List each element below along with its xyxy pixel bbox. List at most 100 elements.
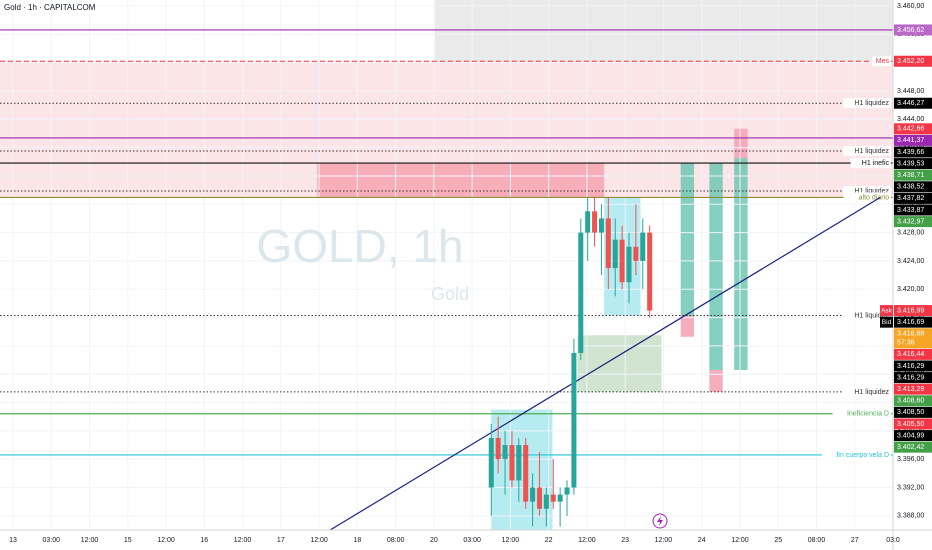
price-badge-label: 3.441,37	[897, 137, 924, 144]
level-label: H1 liquidez	[854, 188, 889, 195]
price-tag: Bid	[882, 319, 892, 326]
chart-title: Gold · 1h · CAPITALCOM	[4, 3, 96, 12]
level-label: alto diario	[859, 194, 889, 201]
price-badge-label: 3.433,87	[897, 207, 924, 214]
level-label-bg	[843, 386, 891, 397]
candle-body	[633, 246, 639, 261]
x-tick-label: 12:00	[234, 537, 252, 544]
x-tick-label: 12:00	[310, 537, 328, 544]
candle-body	[640, 232, 646, 261]
y-tick-label: 3.460,00	[897, 3, 924, 10]
x-tick-label: 03:0	[886, 537, 900, 544]
y-tick-label: 3.396,00	[897, 456, 924, 463]
level-label-bg	[850, 158, 891, 169]
price-badge-label: 3.432,97	[897, 218, 924, 225]
zone	[435, 0, 893, 62]
level-label-bg	[872, 56, 891, 67]
price-badge-label: 3.456,62	[897, 27, 924, 34]
level-label: Mes	[876, 58, 890, 65]
x-tick-label: 12:00	[81, 537, 99, 544]
zone	[317, 163, 605, 198]
price-badge	[894, 216, 932, 228]
y-tick-label: 3.420,00	[897, 286, 924, 293]
price-badge	[894, 328, 932, 349]
price-badge-timer: 57:36	[897, 340, 915, 347]
level-label-bg	[843, 192, 891, 203]
y-tick-label: 3.448,00	[897, 88, 924, 95]
candle-body	[585, 211, 591, 233]
price-badge-label: 3.452,20	[897, 58, 924, 65]
candle-body	[550, 494, 556, 502]
zone	[734, 128, 748, 159]
price-badge-label: 3.416,29	[897, 374, 924, 381]
price-tag-bg	[880, 316, 893, 328]
x-tick-label: 27	[851, 537, 859, 544]
zone	[734, 158, 748, 370]
price-badge-label: 3.408,60	[897, 398, 924, 405]
price-badge-label: 3.402,42	[897, 444, 924, 451]
price-badge-label: 3.438,52	[897, 184, 924, 191]
price-badge	[894, 55, 932, 67]
price-badge-label: 3.408,50	[897, 409, 924, 416]
x-tick-label: 15	[124, 537, 132, 544]
price-badge-label: 3.416,44	[897, 351, 924, 358]
level-label-bg	[821, 449, 891, 460]
price-badge	[894, 316, 932, 328]
candle-body	[612, 239, 618, 269]
candle-body	[516, 445, 522, 481]
x-tick-label: 12:00	[578, 537, 596, 544]
zone	[709, 163, 723, 370]
price-badge	[894, 441, 932, 453]
price-badge-label: 3.416,68	[897, 331, 924, 338]
zone	[709, 369, 723, 392]
zone	[680, 163, 695, 316]
price-badge-label: 3.405,50	[897, 421, 924, 428]
candle-body	[605, 218, 611, 269]
x-tick-label: 12:00	[731, 537, 749, 544]
x-tick-label: 24	[698, 537, 706, 544]
price-badge-label: 3.442,66	[897, 126, 924, 133]
candle-body	[488, 437, 494, 488]
grid	[0, 0, 894, 530]
price-badge	[894, 418, 932, 430]
y-tick-label: 3.428,00	[897, 229, 924, 236]
price-badge	[894, 146, 932, 158]
price-badge-label: 3.404,99	[897, 432, 924, 439]
x-tick-label: 12:00	[655, 537, 673, 544]
candle-body	[626, 246, 632, 283]
price-badge	[894, 383, 932, 395]
level-label: fin cuerpo vela D	[836, 452, 889, 459]
price-badge	[894, 169, 932, 181]
y-tick-label: 3.424,00	[897, 258, 924, 265]
candle-body	[530, 487, 536, 502]
price-badge	[894, 134, 932, 146]
price-badge	[894, 430, 932, 442]
candle-body	[502, 445, 508, 460]
candle-body	[543, 494, 549, 509]
x-tick-label: 16	[200, 537, 208, 544]
price-badge	[894, 97, 932, 109]
y-tick-label: 3.444,00	[897, 116, 924, 123]
candle-body	[578, 232, 584, 353]
price-badge	[894, 181, 932, 193]
price-badge-label: 3.439,66	[897, 149, 924, 156]
price-badge-label: 3.416,99	[897, 307, 924, 314]
price-badge	[894, 24, 932, 36]
y-tick-label: 3.388,00	[897, 513, 924, 520]
x-tick-label: 13	[9, 537, 17, 544]
x-tick-label: 03:00	[43, 537, 61, 544]
price-badge-label: 3.446,27	[897, 100, 924, 107]
price-tag: Ask	[881, 307, 893, 314]
level-label: H1 inefic	[862, 160, 890, 167]
candle-body	[647, 232, 653, 311]
candle-body	[571, 352, 577, 488]
price-badge	[894, 395, 932, 407]
price-badge-label: 3.437,82	[897, 195, 924, 202]
price-badge-label: 3.438,71	[897, 172, 924, 179]
x-tick-label: 12:00	[502, 537, 520, 544]
price-badge-label: 3.416,29	[897, 363, 924, 370]
candle-body	[592, 211, 598, 233]
level-label-bg	[832, 408, 891, 419]
price-badge	[894, 204, 932, 216]
